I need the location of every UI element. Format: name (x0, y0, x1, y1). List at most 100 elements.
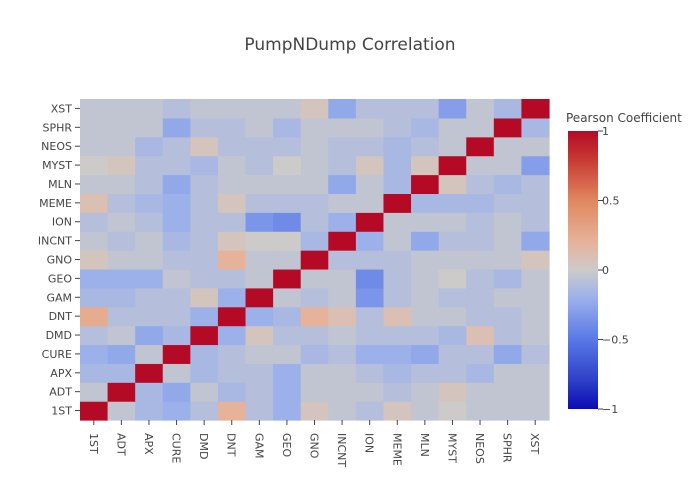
heatmap-cell (300, 325, 329, 346)
heatmap-cell (80, 193, 109, 213)
heatmap-cell (493, 363, 523, 383)
heatmap-cell (300, 344, 329, 364)
heatmap-cell (466, 344, 495, 364)
heatmap-cell (493, 325, 523, 346)
heatmap-cell (162, 117, 191, 138)
heatmap-cell (162, 325, 191, 346)
x-tick-label: APX (142, 433, 155, 455)
x-tick-label: NEOS (473, 433, 486, 464)
heatmap-cell (245, 363, 274, 383)
heatmap-cell (383, 268, 412, 289)
heatmap-cell (383, 174, 412, 195)
heatmap-cell (493, 250, 523, 270)
heatmap-cell (328, 99, 357, 119)
heatmap-cell (135, 174, 164, 195)
heatmap-cell (190, 306, 219, 327)
heatmap-cell (438, 344, 467, 364)
heatmap-cell (217, 344, 247, 364)
heatmap-cell (383, 382, 412, 402)
heatmap-cell (355, 155, 385, 176)
x-tick-label: INCNT (335, 433, 348, 467)
heatmap-cell (273, 382, 302, 402)
heatmap-cell (217, 231, 247, 251)
heatmap-cell (466, 287, 495, 308)
heatmap-cell (438, 287, 467, 308)
heatmap-cell (135, 155, 164, 176)
heatmap-cells (80, 99, 550, 421)
heatmap-cell (273, 136, 302, 157)
heatmap-cell (135, 212, 164, 232)
x-tick-label: MEME (390, 433, 403, 466)
heatmap-cell (107, 136, 136, 157)
heatmap-cell (521, 212, 550, 232)
y-tick-label: XST (51, 102, 73, 115)
heatmap-cell (80, 382, 109, 402)
heatmap-cell (411, 401, 440, 421)
y-tick-label: NEOS (41, 140, 72, 153)
heatmap-cell (438, 325, 467, 346)
heatmap-cell (80, 174, 109, 195)
heatmap-cell (217, 155, 247, 176)
x-axis-ticks: 1ST ADT APX CURE DMD DNT GAM GEO GNO INCNT ION MEME… (87, 420, 541, 467)
heatmap-cell (162, 212, 191, 232)
heatmap-cell (411, 193, 440, 213)
heatmap-cell (135, 344, 164, 364)
heatmap-cell (80, 155, 109, 176)
heatmap-cell (245, 268, 274, 289)
heatmap-cell (217, 287, 247, 308)
heatmap-cell (107, 401, 136, 421)
heatmap-cell (411, 287, 440, 308)
x-tick-label: CURE (170, 433, 183, 463)
heatmap-cell (217, 117, 247, 138)
y-tick-label: MLN (48, 178, 72, 191)
heatmap-cell (411, 344, 440, 364)
heatmap-cell (162, 344, 191, 364)
heatmap-cell (521, 174, 550, 195)
heatmap-cell (107, 306, 136, 327)
heatmap-cell (466, 382, 495, 402)
colorbar-tick-label: 0 (602, 264, 609, 277)
heatmap-cell (411, 99, 440, 119)
heatmap-cell (190, 99, 219, 119)
heatmap-cell (107, 250, 136, 270)
heatmap-cell (273, 306, 302, 327)
colorbar-gradient (568, 131, 598, 409)
x-tick-label: XST (528, 433, 541, 455)
heatmap-cell (493, 382, 523, 402)
heatmap-cell (135, 325, 164, 346)
heatmap-cell (355, 382, 385, 402)
heatmap-cell (107, 344, 136, 364)
y-tick-label: APX (50, 367, 72, 380)
heatmap-cell (190, 363, 219, 383)
heatmap-cell (466, 99, 495, 119)
heatmap-cell (190, 193, 219, 213)
heatmap-cell (300, 193, 329, 213)
heatmap-cell (190, 344, 219, 364)
heatmap-cell (80, 136, 109, 157)
heatmap-cell (355, 344, 385, 364)
heatmap-cell (466, 117, 495, 138)
heatmap-cell (217, 306, 247, 327)
heatmap-cell (383, 344, 412, 364)
heatmap-cell (190, 117, 219, 138)
y-tick-label: GEO (48, 272, 72, 285)
heatmap-cell (438, 382, 467, 402)
heatmap-cell (466, 231, 495, 251)
heatmap-cell (245, 117, 274, 138)
heatmap-cell (383, 212, 412, 232)
colorbar-tick-label: −1 (602, 403, 618, 416)
heatmap-cell (411, 382, 440, 402)
heatmap-cell (300, 155, 329, 176)
heatmap-cell (245, 212, 274, 232)
heatmap-cell (245, 325, 274, 346)
heatmap-cell (80, 117, 109, 138)
heatmap-cell (135, 136, 164, 157)
heatmap-cell (493, 306, 523, 327)
heatmap-cell (328, 382, 357, 402)
heatmap-cell (355, 117, 385, 138)
heatmap-cell (466, 306, 495, 327)
y-axis-ticks: 1ST ADT APX CURE DMD DNT GAM GEO GNO INCNT ION MEME… (38, 102, 80, 418)
heatmap-cell (107, 193, 136, 213)
heatmap-cell (493, 401, 523, 421)
y-tick-label: SPHR (42, 121, 72, 134)
